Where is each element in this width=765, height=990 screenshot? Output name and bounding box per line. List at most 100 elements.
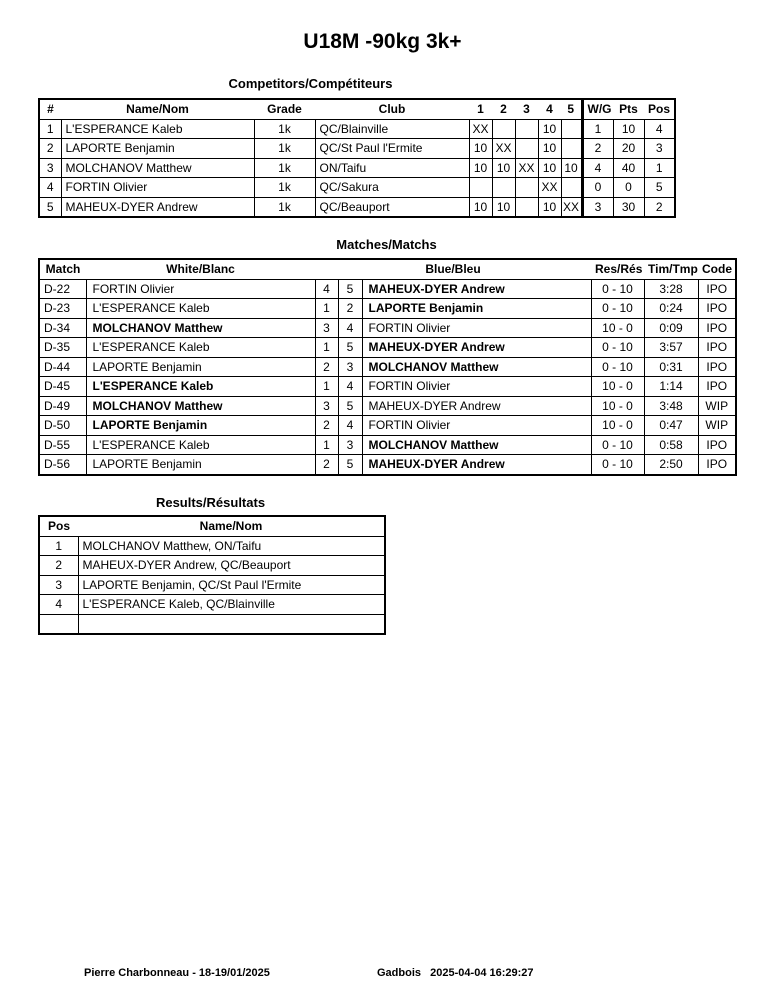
match-bn: 4 <box>337 317 363 338</box>
result-name: MOLCHANOV Matthew, ON/Taifu <box>77 535 386 556</box>
match-code: IPO <box>697 317 737 338</box>
result-position: 3 <box>38 574 79 595</box>
competitors-table: # Name/Nom Grade Club 1 2 3 4 5 W/G Pts Pos 1 L'ESPER… <box>38 98 676 218</box>
match-row: D-56 LAPORTE Benjamin 2 5 MAHEUX-DYER Andrew… <box>38 454 737 475</box>
matches-table: Match White/Blanc Blue/Bleu Res/Rés Tim/… <box>38 258 738 476</box>
match-code: WIP <box>697 415 737 436</box>
points: 0 <box>612 177 645 198</box>
score-2: 10 <box>491 157 516 178</box>
header-name: Name/Nom <box>78 515 385 537</box>
match-wn: 2 <box>314 415 339 436</box>
score-2: 10 <box>491 196 516 218</box>
match-white: L'ESPERANCE Kaleb <box>85 298 316 319</box>
header-2: Grade <box>254 98 315 120</box>
page-title: U18M -90kg 3k+ <box>303 30 462 53</box>
match-wn: 2 <box>314 356 339 377</box>
header-9: W/G <box>580 98 613 120</box>
score-3 <box>514 138 539 159</box>
score-5: 10 <box>560 157 583 178</box>
name: FORTIN Olivier <box>60 177 255 198</box>
score-1: 10 <box>468 196 493 218</box>
match-res: 0 - 10 <box>590 278 645 299</box>
grade: 1k <box>253 177 316 198</box>
match-match: D-56 <box>38 454 87 475</box>
score-5 <box>560 177 583 198</box>
match-time: 0:09 <box>643 317 699 338</box>
match-wn: 3 <box>314 395 339 416</box>
match-white: FORTIN Olivier <box>85 278 316 299</box>
position: 1 <box>643 157 676 178</box>
header-blue: Blue/Bleu <box>315 258 592 280</box>
match-blue: FORTIN Olivier <box>361 317 592 338</box>
matches-heading: Matches/Matchs <box>336 237 437 252</box>
match-res: 10 - 0 <box>590 317 645 338</box>
score-5: XX <box>560 196 583 218</box>
match-bn: 3 <box>337 356 363 377</box>
header-res: Res/Rés <box>591 258 645 280</box>
match-wn: 3 <box>314 317 339 338</box>
result-position: 4 <box>38 594 79 615</box>
name: L'ESPERANCE Kaleb <box>60 118 255 139</box>
match-code: IPO <box>697 298 737 319</box>
footer-venue-timestamp: Gadbois 2025-04-04 16:29:27 <box>377 967 534 979</box>
match-blue: MAHEUX-DYER Andrew <box>361 454 592 475</box>
match-match: D-44 <box>38 356 87 377</box>
match-blue: MAHEUX-DYER Andrew <box>361 337 592 358</box>
score-4: 10 <box>537 118 562 139</box>
score-4: XX <box>537 177 562 198</box>
name: LAPORTE Benjamin <box>60 138 255 159</box>
grade: 1k <box>253 157 316 178</box>
match-blue: MAHEUX-DYER Andrew <box>361 278 592 299</box>
match-code: IPO <box>697 278 737 299</box>
number: 4 <box>38 177 62 198</box>
header-7: 4 <box>538 98 561 120</box>
points: 20 <box>612 138 645 159</box>
header-pos: Pos <box>39 515 78 537</box>
match-match: D-35 <box>38 337 87 358</box>
header-10: Pts <box>613 98 644 120</box>
result-row: 1 MOLCHANOV Matthew, ON/Taifu <box>38 535 386 556</box>
match-blue: LAPORTE Benjamin <box>361 298 592 319</box>
match-bn: 5 <box>337 278 363 299</box>
result-name <box>77 613 386 635</box>
competitors-heading: Competitors/Compétiteurs <box>228 76 393 91</box>
position: 2 <box>643 196 676 218</box>
score-3: XX <box>514 157 539 178</box>
match-time: 0:58 <box>643 434 699 455</box>
match-white: LAPORTE Benjamin <box>85 415 316 436</box>
match-bn: 4 <box>337 415 363 436</box>
header-match: Match <box>39 258 86 280</box>
match-match: D-50 <box>38 415 87 436</box>
match-time: 0:24 <box>643 298 699 319</box>
result-row <box>38 613 386 635</box>
header-5: 2 <box>492 98 515 120</box>
number: 3 <box>38 157 62 178</box>
wins: 4 <box>580 157 614 178</box>
points: 40 <box>612 157 645 178</box>
score-2 <box>491 118 516 139</box>
header-code: Code <box>698 258 737 280</box>
match-row: D-23 L'ESPERANCE Kaleb 1 2 LAPORTE Benjamin 0… <box>38 298 737 319</box>
match-time: 2:50 <box>643 454 699 475</box>
score-3 <box>514 118 539 139</box>
score-3 <box>514 196 539 218</box>
header-0: # <box>39 98 61 120</box>
header-4: 1 <box>469 98 492 120</box>
match-white: L'ESPERANCE Kaleb <box>85 376 316 397</box>
score-4: 10 <box>537 138 562 159</box>
match-blue: MOLCHANOV Matthew <box>361 434 592 455</box>
match-bn: 5 <box>337 337 363 358</box>
match-match: D-23 <box>38 298 87 319</box>
match-white: LAPORTE Benjamin <box>85 454 316 475</box>
match-bn: 4 <box>337 376 363 397</box>
match-blue: MAHEUX-DYER Andrew <box>361 395 592 416</box>
score-3 <box>514 177 539 198</box>
match-res: 10 - 0 <box>590 395 645 416</box>
match-white: MOLCHANOV Matthew <box>85 395 316 416</box>
match-bn: 5 <box>337 454 363 475</box>
competitor-row: 1 L'ESPERANCE Kaleb 1k QC/Blainville XX 10 1 10… <box>38 118 676 139</box>
match-bn: 2 <box>337 298 363 319</box>
header-1: Name/Nom <box>61 98 254 120</box>
match-code: IPO <box>697 434 737 455</box>
